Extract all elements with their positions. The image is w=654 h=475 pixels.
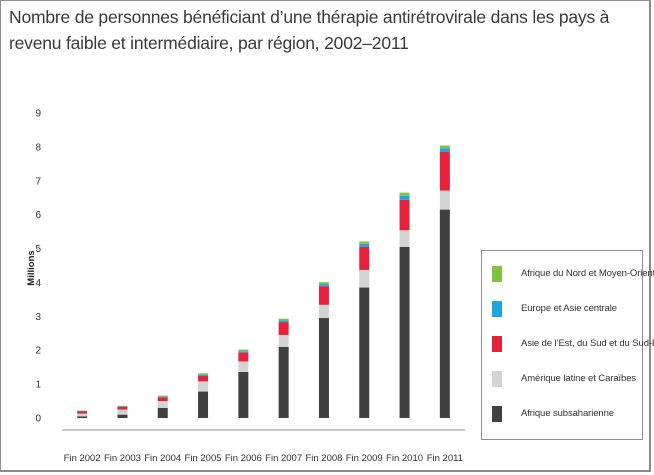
bar-segment [439, 148, 450, 152]
y-tick-label: 0 [35, 414, 41, 425]
legend-label: Afrique du Nord et Moyen-Orient [521, 268, 654, 279]
bar-segment [278, 318, 289, 321]
bar-segment [198, 375, 209, 382]
bar-segment [198, 374, 209, 376]
bar-segment [359, 246, 370, 270]
bar-segment [117, 406, 128, 410]
bar-segment [318, 286, 329, 305]
x-tick-label: Fin 2009 [346, 453, 383, 464]
x-tick-label: Fin 2005 [185, 453, 222, 464]
legend-label: Europe et Asie centrale [521, 303, 617, 314]
legend-label: Asie de l’Est, du Sud et du Sud-Est [521, 338, 654, 349]
bar-segment [359, 287, 370, 418]
bar-segment [399, 192, 410, 196]
bar-segment [318, 304, 329, 319]
bar-segment [238, 351, 249, 353]
y-tick-label: 9 [35, 109, 41, 120]
x-tick-label: Fin 2006 [225, 453, 262, 464]
legend-swatch [492, 371, 502, 387]
bar-segment [77, 416, 88, 418]
x-tick-label: Fin 2008 [305, 453, 342, 464]
y-tick-label: 7 [35, 176, 41, 187]
bar-segment [77, 411, 88, 414]
bar-segment [439, 190, 450, 210]
bar-segment [198, 381, 209, 392]
bar-segment [157, 407, 168, 418]
bar-segment [238, 349, 249, 352]
y-tick-label: 3 [35, 312, 41, 323]
bar-segment [77, 410, 88, 412]
bar-segment [399, 230, 410, 247]
bar-segment [157, 396, 168, 398]
x-tick-label: Fin 2003 [104, 453, 141, 464]
bar-segment [359, 269, 370, 288]
bar-segment [399, 195, 410, 200]
bar-segment [439, 151, 450, 191]
y-tick-label: 8 [35, 142, 41, 153]
legend: Afrique du Nord et Moyen-Orient Europe et… [481, 250, 654, 440]
bar-segment [117, 409, 128, 415]
legend-swatch [492, 266, 502, 282]
bar-segment [198, 373, 209, 375]
y-tick-label: 2 [35, 346, 41, 357]
y-axis-label: Millions [26, 250, 37, 285]
y-tick-label: 5 [35, 244, 41, 255]
chart-title: Nombre de personnes bénéficiant d’une th… [9, 7, 610, 53]
bar-segment [157, 395, 168, 397]
bar-segment [278, 334, 289, 347]
bar-segment [278, 322, 289, 335]
x-tick-label: Fin 2010 [386, 453, 423, 464]
bar-segment [399, 246, 410, 418]
x-tick-label: Fin 2011 [427, 453, 463, 464]
legend-swatch [492, 301, 502, 317]
bar-segment [157, 397, 168, 402]
x-tick-label: Fin 2004 [144, 453, 181, 464]
bar-segment [399, 199, 410, 231]
bar-segment [238, 361, 249, 372]
bar-segment [77, 413, 88, 417]
bar-segment [157, 401, 168, 408]
y-tick-label: 1 [35, 380, 41, 391]
bar-segment [318, 282, 329, 285]
bar-segment [117, 414, 128, 418]
bar-segment [238, 371, 249, 418]
y-tick-label: 4 [35, 278, 41, 289]
legend-label: Amérique latine et Caraïbes [521, 373, 637, 384]
bar-segment [278, 320, 289, 323]
bar-segment [439, 145, 450, 149]
bar-segment [439, 209, 450, 418]
bar-segment [117, 405, 128, 407]
x-tick-label: Fin 2007 [265, 453, 302, 464]
bar-segment [238, 352, 249, 362]
y-tick-label: 6 [35, 210, 41, 221]
bar-segment [318, 284, 329, 287]
bar-segment [359, 243, 370, 247]
x-tick-label: Fin 2002 [64, 453, 101, 464]
legend-swatch [492, 336, 502, 352]
bar-segment [77, 410, 88, 412]
bar-segment [117, 406, 128, 407]
bar-segment [359, 241, 370, 244]
legend-label: Afrique subsaharienne [521, 408, 614, 419]
bar-segment [198, 391, 209, 418]
legend-swatch [492, 406, 502, 422]
bar-segment [278, 346, 289, 418]
bar-segment [318, 318, 329, 418]
